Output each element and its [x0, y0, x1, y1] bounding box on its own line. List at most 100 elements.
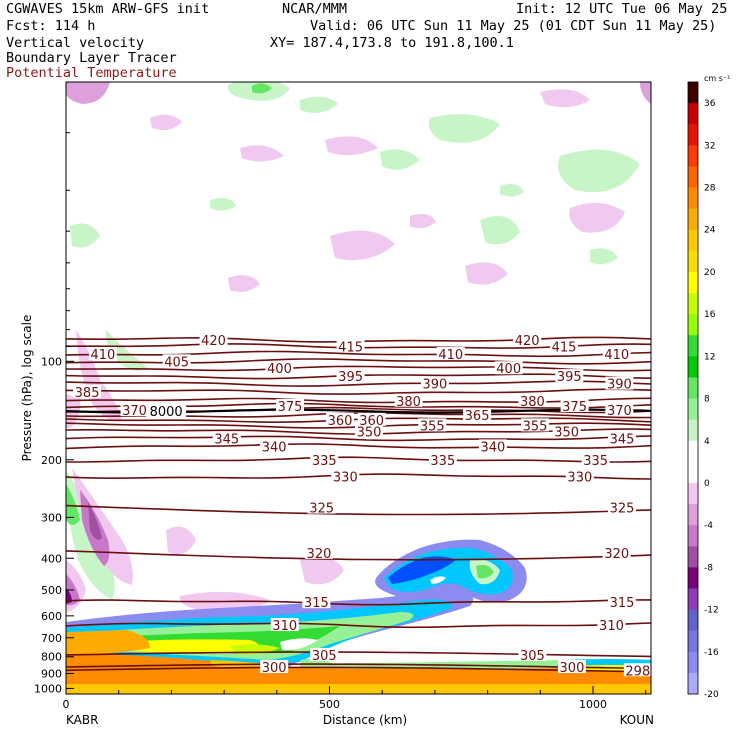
theta-label-bg	[605, 403, 634, 417]
theta-label-bg	[597, 618, 626, 632]
theta-label-bg	[608, 500, 637, 514]
theta-label-bg	[552, 424, 581, 438]
colorbar: 36 32 28 24 20 16 12 8 4 0 -4 -8 -12 -16 -20	[687, 81, 719, 700]
colorbar-swatch	[688, 504, 698, 526]
theta-contour-390	[66, 380, 651, 387]
colorbar-tick-label: 12	[704, 352, 715, 362]
theta-label-bg	[270, 618, 299, 632]
w-patch	[66, 82, 110, 104]
theta-contour-layer	[66, 336, 651, 673]
theta-label-bg	[608, 431, 637, 445]
theta-label-365: 365	[465, 409, 490, 424]
theta-label-bg	[73, 384, 102, 398]
theta-label-298: 298	[625, 664, 650, 679]
theta-contour-385	[66, 388, 651, 395]
colorbar-swatch	[688, 335, 698, 357]
theta-label-bg	[494, 361, 523, 375]
colorbar-swatch	[688, 377, 698, 400]
w-patch	[88, 502, 102, 540]
theta-label-300: 300	[560, 661, 585, 676]
theta-label-350: 350	[357, 426, 382, 441]
colorbar-swatch	[688, 398, 698, 421]
theta-label-bg	[518, 647, 547, 661]
theta-label-bg	[602, 545, 631, 559]
forecast-hour: Fcst: 114 h	[6, 18, 96, 34]
colorbar-swatch	[688, 651, 698, 674]
w-patch	[210, 198, 236, 211]
theta-label-330: 330	[333, 471, 358, 486]
theta-label-bg	[602, 347, 631, 361]
tracer-label-bg	[146, 404, 187, 418]
w-patch	[330, 230, 395, 261]
theta-label-395: 395	[338, 370, 363, 385]
colorbar-swatch	[688, 82, 698, 104]
theta-label-325: 325	[610, 502, 635, 517]
theta-contour-340	[66, 443, 651, 450]
colorbar-swatch	[688, 124, 698, 146]
colorbar-swatch	[688, 271, 698, 294]
colorbar-swatch	[688, 567, 698, 589]
cross-section-endpoints: XY= 187.4,173.8 to 191.8,100.1	[270, 35, 514, 51]
theta-label-360: 360	[359, 414, 384, 429]
colorbar-tick-label: 20	[704, 268, 716, 278]
w-patch	[70, 223, 100, 248]
tracer-label: 8000	[150, 405, 183, 420]
colorbar-swatch	[688, 208, 698, 231]
colorbar-tick-label: 32	[704, 141, 715, 151]
colorbar-frame	[687, 81, 699, 695]
y-tick-label: 400	[41, 552, 62, 565]
center-label: NCAR/MMM	[282, 1, 348, 17]
theta-label-330: 330	[567, 471, 592, 486]
theta-label-355: 355	[523, 419, 548, 434]
theta-label-335: 335	[583, 454, 608, 469]
y-tick-label: 1000	[34, 682, 62, 695]
colorbar-tick-label: 8	[704, 395, 710, 405]
theta-label-bg	[478, 439, 507, 453]
theta-contour-300	[66, 663, 651, 670]
colorbar-swatch	[688, 166, 698, 189]
w-patch	[569, 202, 625, 233]
theta-label-bg	[260, 439, 289, 453]
colorbar-swatch	[688, 419, 698, 442]
theta-label-bg	[555, 369, 584, 383]
colorbar-tick-label: 4	[704, 437, 710, 447]
theta-label-bg	[307, 500, 336, 514]
w-patch	[66, 484, 80, 525]
theta-label-bg	[550, 339, 579, 353]
w-patch	[240, 145, 284, 162]
w-patch	[325, 136, 378, 156]
theta-label-bg	[310, 452, 339, 466]
theta-label-410: 410	[90, 348, 115, 363]
theta-contour-305	[66, 651, 651, 658]
theta-label-370: 370	[122, 404, 147, 419]
y-tick-label: 800	[41, 651, 62, 664]
colorbar-swatch	[688, 482, 698, 505]
theta-label-325: 325	[309, 502, 334, 517]
valid-time: Valid: 06 UTC Sun 11 May 25 (01 CDT Sun …	[310, 18, 717, 34]
theta-label-380: 380	[520, 395, 545, 410]
theta-label-385: 385	[75, 386, 100, 401]
theta-label-360: 360	[328, 414, 353, 429]
colorbar-tick-label: -4	[704, 521, 713, 531]
colorbar-swatch	[688, 525, 698, 547]
w-patch	[410, 214, 436, 229]
theta-label-395: 395	[557, 370, 582, 385]
theta-label-400: 400	[267, 362, 292, 377]
theta-label-375: 375	[562, 400, 587, 415]
theta-contour-380	[66, 397, 651, 404]
theta-label-345: 345	[610, 432, 635, 447]
x-axis-title: Distance (km)	[323, 713, 407, 727]
y-tick-label: 300	[41, 511, 62, 524]
theta-label-bg	[557, 660, 586, 674]
left-endpoint-label: KABR	[66, 713, 98, 727]
theta-label-bg	[336, 369, 365, 383]
colorbar-swatch	[688, 672, 698, 695]
colorbar-tick-label: -20	[704, 690, 719, 700]
field-boundary-layer-tracer: Boundary Layer Tracer	[6, 50, 177, 66]
colorbar-swatch	[688, 229, 698, 252]
w-patch	[640, 82, 651, 104]
colorbar-swatch	[688, 145, 698, 167]
y-tick-label: 700	[41, 632, 62, 645]
y-tick-label: 200	[41, 454, 62, 467]
